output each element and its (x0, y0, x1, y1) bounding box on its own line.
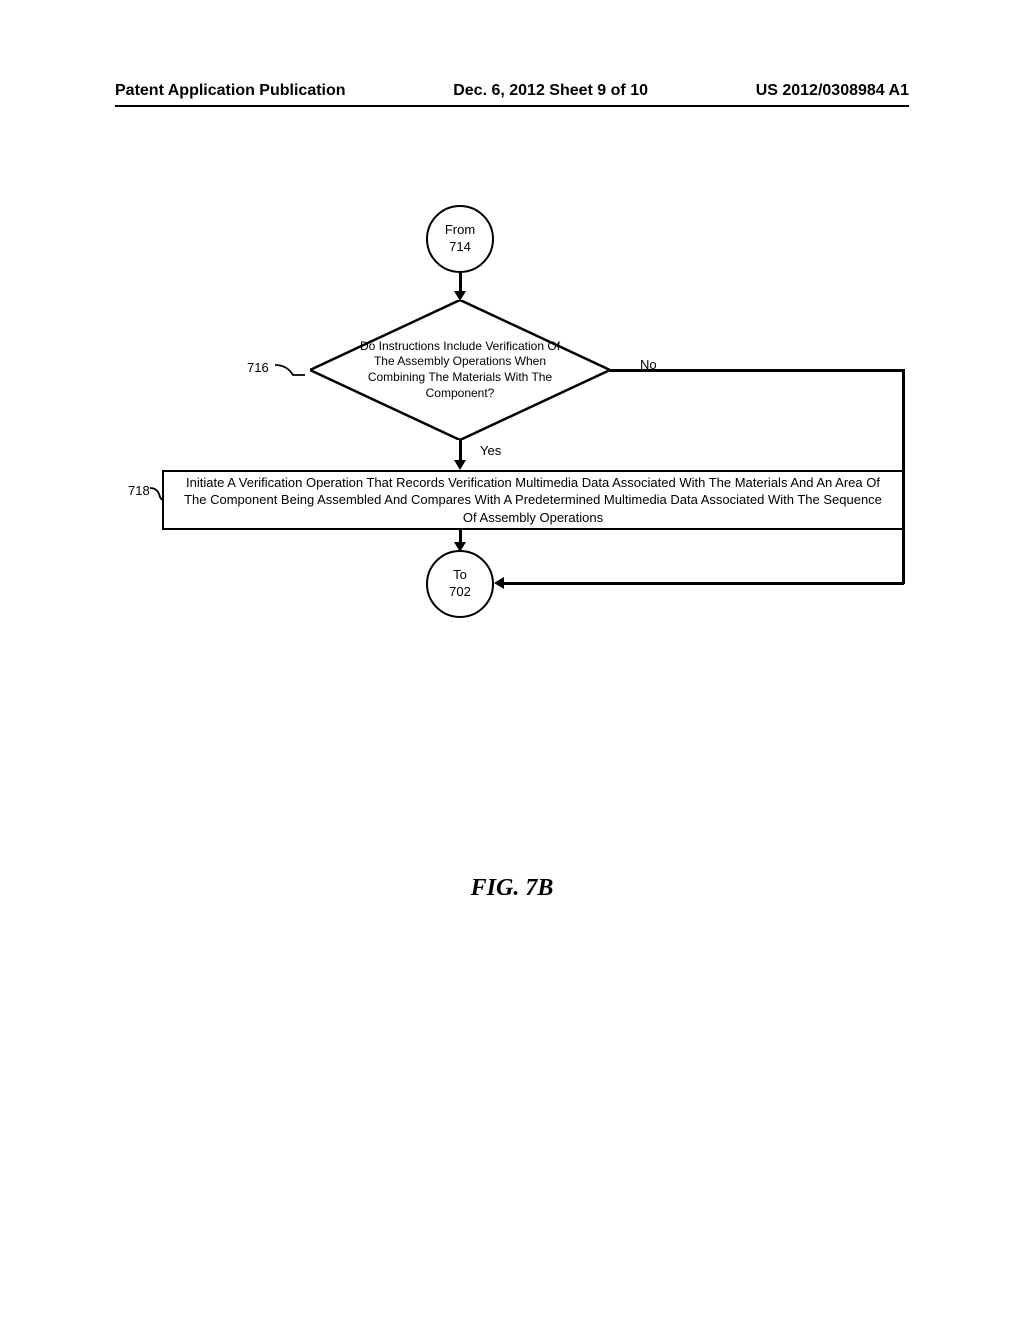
header-right: US 2012/0308984 A1 (756, 82, 909, 100)
ref-label-716: 716 (247, 360, 269, 375)
no-path-vertical (902, 369, 905, 584)
no-path-horizontal-1 (610, 369, 904, 372)
yes-branch-label: Yes (480, 443, 501, 458)
arrowhead-2 (454, 460, 466, 470)
process-text: Initiate A Verification Operation That R… (179, 474, 887, 527)
to-connector: To 702 (426, 550, 494, 618)
to-label-line1: To (453, 567, 467, 584)
from-label-line2: 714 (449, 239, 471, 256)
ref-pointer-718 (150, 485, 165, 505)
arrow-decision-to-process (459, 440, 462, 462)
ref-label-718: 718 (128, 483, 150, 498)
from-label-line1: From (445, 222, 475, 239)
arrowhead-4 (494, 577, 504, 589)
process-box-718: Initiate A Verification Operation That R… (162, 470, 904, 530)
header-left: Patent Application Publication (115, 82, 346, 100)
page-header: Patent Application Publication Dec. 6, 2… (0, 82, 1024, 100)
decision-text: Do Instructions Include Verification Of … (310, 300, 610, 440)
header-center: Dec. 6, 2012 Sheet 9 of 10 (453, 82, 648, 100)
decision-diamond: Do Instructions Include Verification Of … (310, 300, 610, 440)
flowchart-container: From 714 Do Instructions Include Verific… (0, 205, 1024, 655)
arrow-from-to-decision (459, 273, 462, 293)
no-path-horizontal-2 (503, 582, 904, 585)
to-label-line2: 702 (449, 584, 471, 601)
header-rule (115, 105, 909, 107)
figure-caption: FIG. 7B (0, 875, 1024, 902)
ref-pointer-716 (275, 360, 310, 380)
from-connector: From 714 (426, 205, 494, 273)
